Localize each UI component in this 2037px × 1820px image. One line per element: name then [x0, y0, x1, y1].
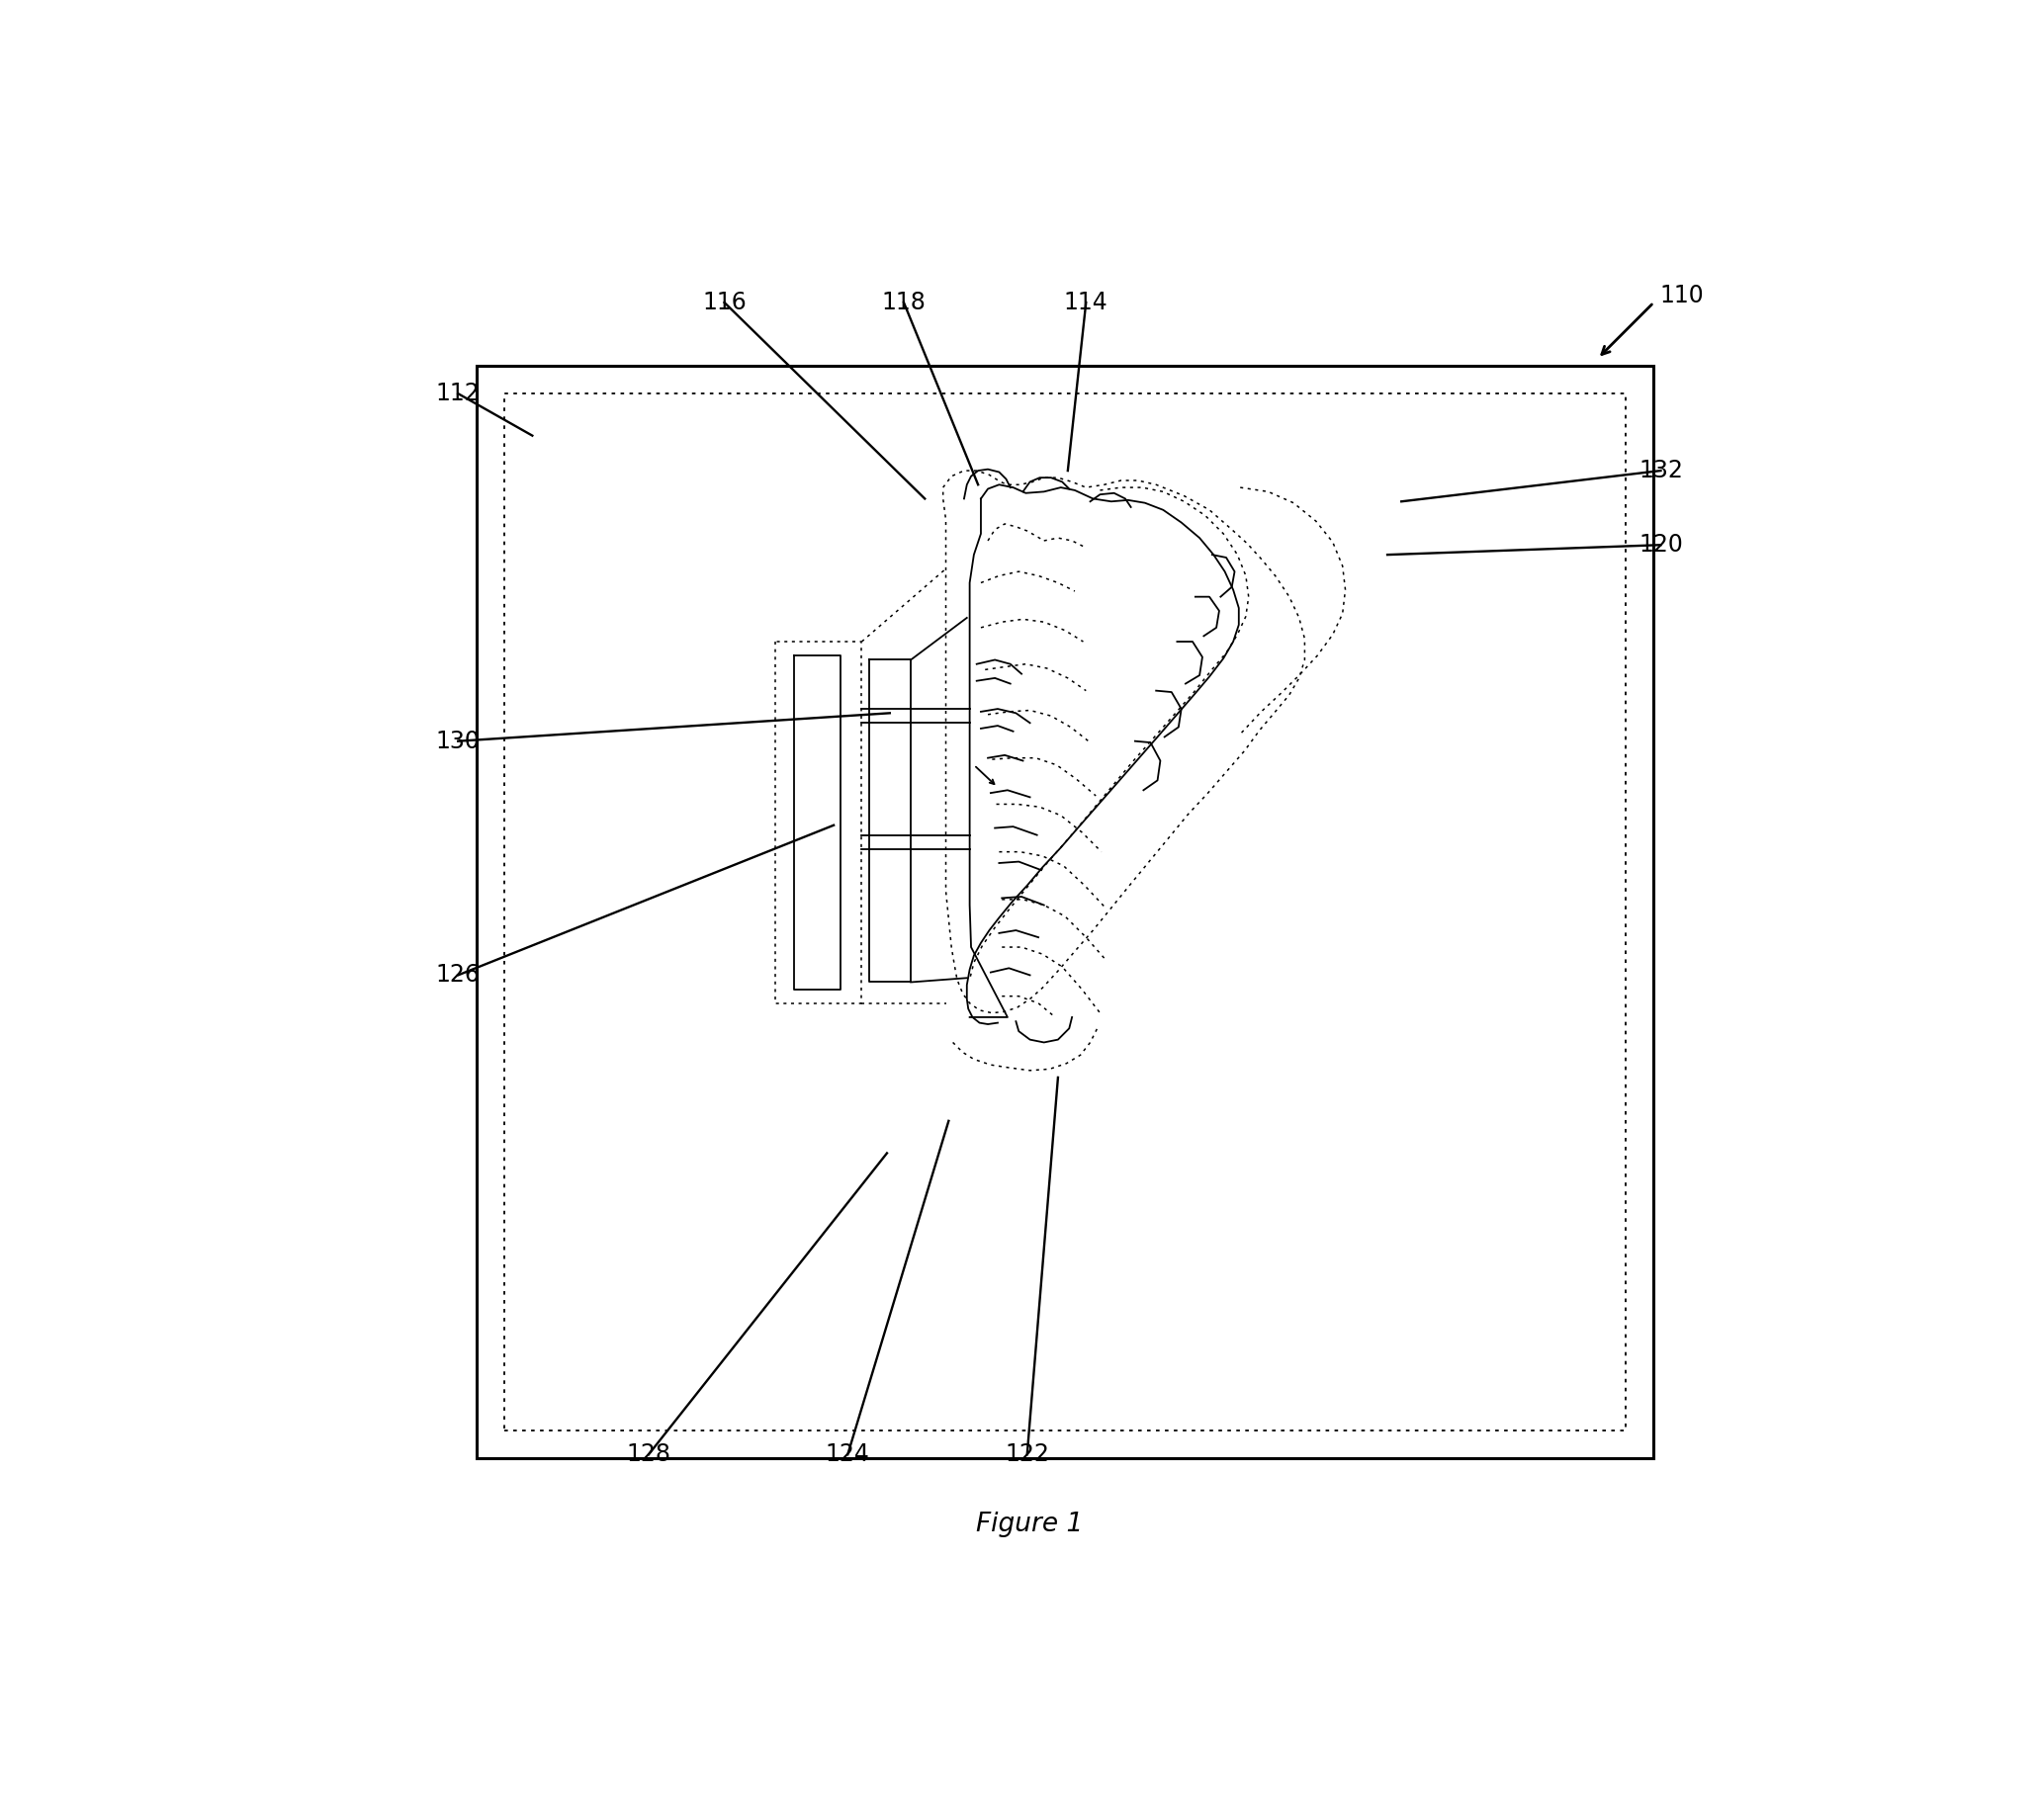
Text: 118: 118	[882, 291, 927, 315]
Text: 132: 132	[1638, 459, 1683, 482]
Text: 124: 124	[825, 1443, 870, 1467]
Text: Figure 1: Figure 1	[976, 1512, 1084, 1538]
Bar	[477, 366, 1654, 1458]
Text: 128: 128	[627, 1443, 670, 1467]
Text: 120: 120	[1638, 533, 1683, 557]
Text: 112: 112	[436, 382, 481, 406]
Bar	[505, 393, 1626, 1431]
Text: 116: 116	[703, 291, 746, 315]
Text: 114: 114	[1063, 291, 1108, 315]
Text: 130: 130	[436, 730, 481, 753]
Text: 122: 122	[1004, 1443, 1049, 1467]
Text: 110: 110	[1660, 284, 1703, 308]
Text: 126: 126	[436, 963, 481, 986]
